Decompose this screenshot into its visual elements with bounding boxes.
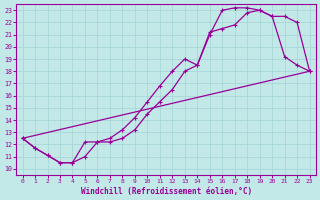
X-axis label: Windchill (Refroidissement éolien,°C): Windchill (Refroidissement éolien,°C) bbox=[81, 187, 252, 196]
